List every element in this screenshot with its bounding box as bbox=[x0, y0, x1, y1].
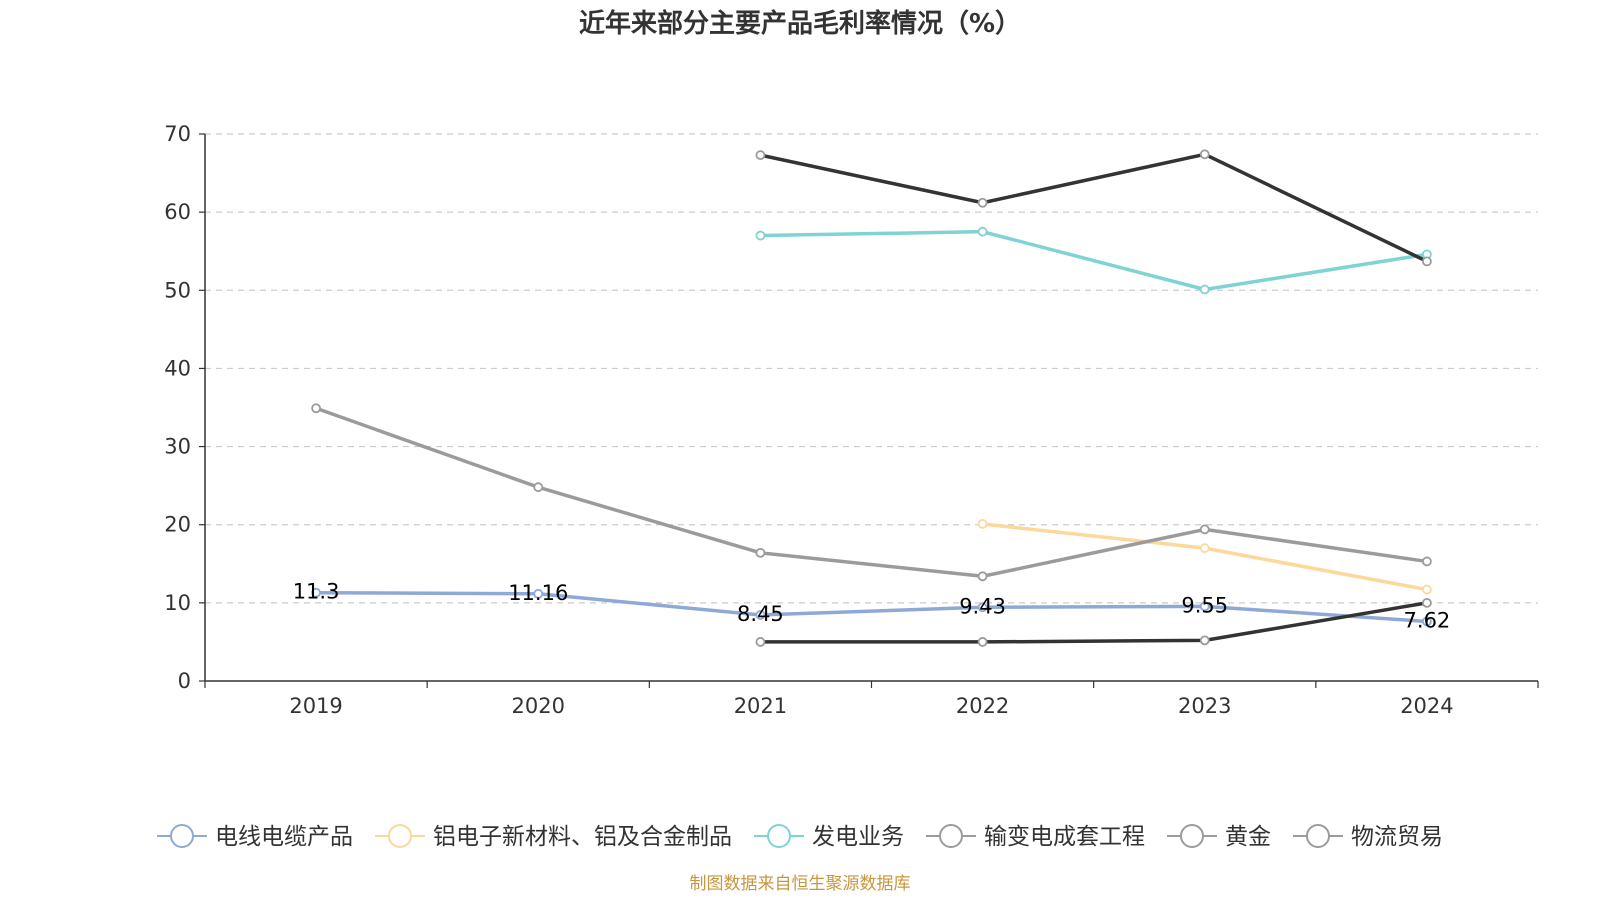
point-0-2023 bbox=[1199, 601, 1210, 612]
point-5-2023 bbox=[1199, 635, 1210, 646]
series-line-0 bbox=[316, 590, 1428, 624]
data-label-2021: 8.45 bbox=[737, 602, 784, 626]
legend-item-1[interactable]: 铝电子新材料、铝及合金制品 bbox=[375, 824, 732, 850]
x-tick-label-2022: 2022 bbox=[956, 694, 1009, 718]
series-5 bbox=[755, 597, 1432, 647]
data-label-2020: 11.16 bbox=[508, 581, 568, 605]
legend-marker-icon-2 bbox=[767, 824, 791, 848]
point-3-2021 bbox=[755, 547, 766, 558]
chart-title: 近年来部分主要产品毛利率情况（%） bbox=[579, 8, 1021, 39]
series-3 bbox=[311, 403, 1432, 582]
y-tick-label-30: 30 bbox=[164, 435, 191, 459]
y-tick-label-40: 40 bbox=[164, 356, 191, 380]
legend-item-4[interactable]: 黄金 bbox=[1167, 824, 1271, 850]
data-label-2022: 9.43 bbox=[959, 594, 1006, 618]
legend-item-2[interactable]: 发电业务 bbox=[754, 824, 904, 850]
x-tick-label-2024: 2024 bbox=[1400, 694, 1453, 718]
source-note: 制图数据来自恒生聚源数据库 bbox=[690, 874, 911, 894]
x-tick-label-2019: 2019 bbox=[289, 694, 342, 718]
x-tick-label-2023: 2023 bbox=[1178, 694, 1231, 718]
point-0-2019 bbox=[311, 587, 321, 598]
data-label-2024: 7.62 bbox=[1404, 608, 1451, 632]
point-2-2023 bbox=[1199, 284, 1210, 295]
point-4-2022 bbox=[977, 197, 988, 208]
grid bbox=[205, 133, 1538, 604]
axes: 0 10 20 30 40 50 60 70 2019 2020 2021 2022 2023 2024 bbox=[164, 122, 1539, 718]
legend-item-3[interactable]: 输变电成套工程 bbox=[926, 824, 1145, 850]
point-1-2023 bbox=[1199, 543, 1210, 554]
series-0 bbox=[311, 587, 1432, 627]
legend-item-0[interactable]: 电线电缆产品 bbox=[157, 824, 353, 850]
point-4-2024 bbox=[1422, 256, 1432, 267]
point-2-2022 bbox=[977, 226, 988, 237]
point-0-2021 bbox=[755, 610, 766, 620]
legend[interactable]: 电线电缆产品 铝电子新材料、铝及合金制品 发电业务 输变电成套工程 黄金 物流贸易 bbox=[157, 824, 1443, 850]
series-2 bbox=[755, 226, 1432, 295]
point-5-2024 bbox=[1422, 597, 1432, 608]
legend-marker-icon-0 bbox=[170, 824, 194, 848]
point-0-2020 bbox=[533, 588, 544, 599]
point-1-2024 bbox=[1422, 584, 1432, 595]
legend-item-5[interactable]: 物流贸易 bbox=[1293, 824, 1443, 850]
y-tick-label-20: 20 bbox=[164, 513, 191, 537]
legend-label-0: 电线电缆产品 bbox=[215, 824, 353, 850]
point-3-2024 bbox=[1422, 556, 1432, 567]
data-labels: 11.3 11.16 8.45 9.43 9.55 7.62 bbox=[293, 580, 1451, 633]
legend-marker-icon-4 bbox=[1180, 824, 1204, 848]
point-5-2021 bbox=[755, 637, 766, 647]
point-3-2022 bbox=[977, 571, 988, 582]
legend-label-2: 发电业务 bbox=[812, 824, 904, 850]
point-4-2023 bbox=[1199, 149, 1210, 160]
series-line-5 bbox=[760, 601, 1428, 644]
series-group bbox=[311, 149, 1432, 647]
point-5-2022 bbox=[977, 637, 988, 647]
series-line-2 bbox=[760, 229, 1428, 292]
y-tick-label-50: 50 bbox=[164, 278, 191, 302]
series-1 bbox=[977, 519, 1432, 595]
point-0-2022 bbox=[977, 602, 988, 613]
legend-label-4: 黄金 bbox=[1225, 824, 1271, 850]
series-line-4 bbox=[760, 152, 1428, 263]
point-3-2023 bbox=[1199, 524, 1210, 535]
series-line-3 bbox=[315, 406, 1428, 579]
data-label-2023: 9.55 bbox=[1181, 593, 1228, 617]
data-label-2019: 11.3 bbox=[293, 580, 340, 604]
y-tick-label-0: 0 bbox=[178, 669, 191, 693]
x-tick-label-2021: 2021 bbox=[734, 694, 787, 718]
legend-marker-icon-1 bbox=[388, 824, 412, 848]
legend-marker-icon-5 bbox=[1306, 824, 1330, 848]
y-tick-label-70: 70 bbox=[164, 122, 191, 146]
series-4 bbox=[755, 149, 1432, 267]
point-0-2024 bbox=[1422, 616, 1432, 627]
point-3-2020 bbox=[533, 482, 544, 493]
point-3-2019 bbox=[311, 403, 321, 414]
x-tick-label-2020: 2020 bbox=[512, 694, 565, 718]
y-tick-label-10: 10 bbox=[164, 591, 191, 615]
y-tick-label-60: 60 bbox=[164, 200, 191, 224]
point-1-2022 bbox=[977, 519, 988, 529]
point-4-2021 bbox=[755, 150, 766, 160]
legend-label-1: 铝电子新材料、铝及合金制品 bbox=[433, 824, 732, 850]
legend-label-3: 输变电成套工程 bbox=[984, 824, 1145, 850]
point-2-2021 bbox=[755, 230, 766, 241]
legend-marker-icon-3 bbox=[939, 824, 963, 848]
legend-label-5: 物流贸易 bbox=[1351, 824, 1443, 850]
